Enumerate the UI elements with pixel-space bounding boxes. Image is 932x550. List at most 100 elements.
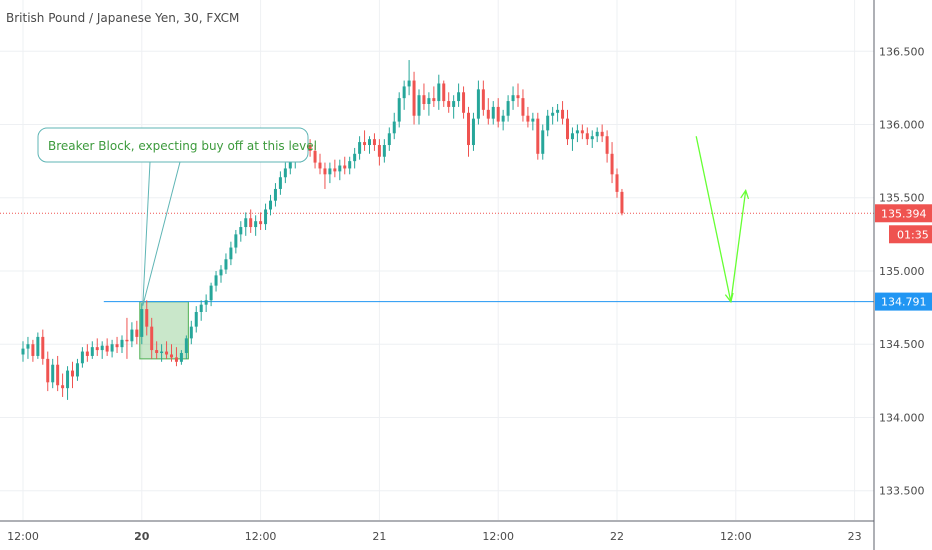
candle-body (21, 348, 25, 355)
candle-body (541, 130, 545, 154)
candle (570, 127, 574, 151)
candle-body (283, 168, 287, 178)
candle (556, 104, 560, 122)
candle-body (372, 139, 376, 146)
candle (496, 98, 500, 128)
annotation-callout[interactable]: Breaker Block, expecting buy off at this… (37, 127, 317, 306)
candle (204, 294, 208, 312)
candle (90, 341, 94, 359)
candle-body (610, 153, 614, 175)
price-axis[interactable]: 133.500 134.000 134.500 135.000 135.500 136.0… (879, 45, 925, 497)
candle-body (259, 221, 263, 225)
candle (486, 98, 490, 125)
candle-body (566, 118, 569, 140)
time-axis[interactable]: 12:00 20 12:00 21 12:00 22 12:00 23 (7, 530, 861, 543)
time-tick-label: 12:00 (482, 530, 514, 543)
candle (412, 71, 416, 125)
candle-body (194, 312, 198, 327)
candle-body (422, 95, 426, 104)
candle-body (551, 112, 555, 116)
candle-body (179, 353, 183, 362)
candle-body (427, 98, 431, 104)
candle-body (333, 168, 337, 172)
candle-body (145, 309, 149, 327)
candle-body (462, 92, 466, 113)
candle (442, 80, 446, 107)
candle-body (95, 347, 99, 351)
candle (31, 339, 35, 362)
candle-body (417, 95, 421, 116)
candle-body (476, 89, 480, 119)
candle-body (575, 130, 579, 134)
candle-body (313, 150, 317, 163)
candle (372, 133, 376, 151)
candle (219, 265, 223, 283)
candle-body (358, 142, 362, 154)
candle (100, 341, 104, 359)
candle (269, 194, 272, 216)
projection-arrow-path[interactable] (695, 136, 747, 302)
candles (21, 60, 624, 400)
candle (283, 162, 287, 184)
candle (575, 124, 579, 143)
candle-body (585, 133, 589, 140)
candle-body (570, 133, 574, 140)
candle (526, 106, 530, 128)
price-tick-label: 135.500 (879, 192, 925, 205)
candle (85, 344, 89, 362)
countdown-badge-bg (889, 225, 932, 244)
candle-body (41, 336, 45, 359)
arrowhead (724, 292, 734, 304)
candle-body (239, 227, 243, 235)
candle-body (160, 351, 164, 354)
candle (75, 358, 79, 381)
candle-body (308, 145, 312, 151)
candle (531, 112, 535, 131)
candle-body (170, 354, 173, 358)
candle-body (600, 131, 604, 137)
candle-body (437, 83, 441, 102)
candle (51, 358, 55, 389)
candle-body (26, 344, 30, 349)
candle-body (377, 145, 381, 157)
candle-body (130, 329, 134, 342)
time-tick-label: 12:00 (7, 530, 39, 543)
candle (422, 83, 426, 110)
time-tick-label: 12:00 (720, 530, 752, 543)
candle (590, 130, 594, 148)
candle (234, 229, 238, 254)
last-price-label: 135.394 (881, 207, 927, 220)
candle (333, 159, 337, 178)
candle (328, 162, 332, 184)
candle-body (199, 304, 203, 312)
candle (541, 124, 545, 160)
candle (61, 373, 65, 397)
candle (368, 136, 371, 154)
candle (184, 335, 188, 359)
candle (546, 109, 550, 137)
candle (387, 127, 391, 151)
candle (382, 139, 386, 163)
callout-pointer (142, 161, 181, 306)
price-tick-label: 136.000 (879, 119, 925, 132)
candle-body (71, 370, 74, 377)
price-tick-label: 135.000 (879, 265, 925, 278)
candle (566, 109, 569, 146)
candle-body (343, 165, 347, 169)
candle-body (353, 153, 357, 162)
candle-body (214, 275, 218, 286)
candle-body (595, 131, 599, 137)
candle-body (61, 385, 65, 389)
candle (71, 361, 74, 389)
candle (447, 92, 451, 113)
candle-body (110, 344, 114, 352)
candle (471, 112, 475, 151)
candle-body (412, 80, 416, 116)
candle-body (467, 112, 470, 146)
candle-body (496, 106, 500, 122)
time-tick-label: 20 (134, 530, 150, 543)
chart-grid (0, 0, 874, 520)
candle-body (209, 285, 213, 301)
candle-body (219, 269, 223, 276)
